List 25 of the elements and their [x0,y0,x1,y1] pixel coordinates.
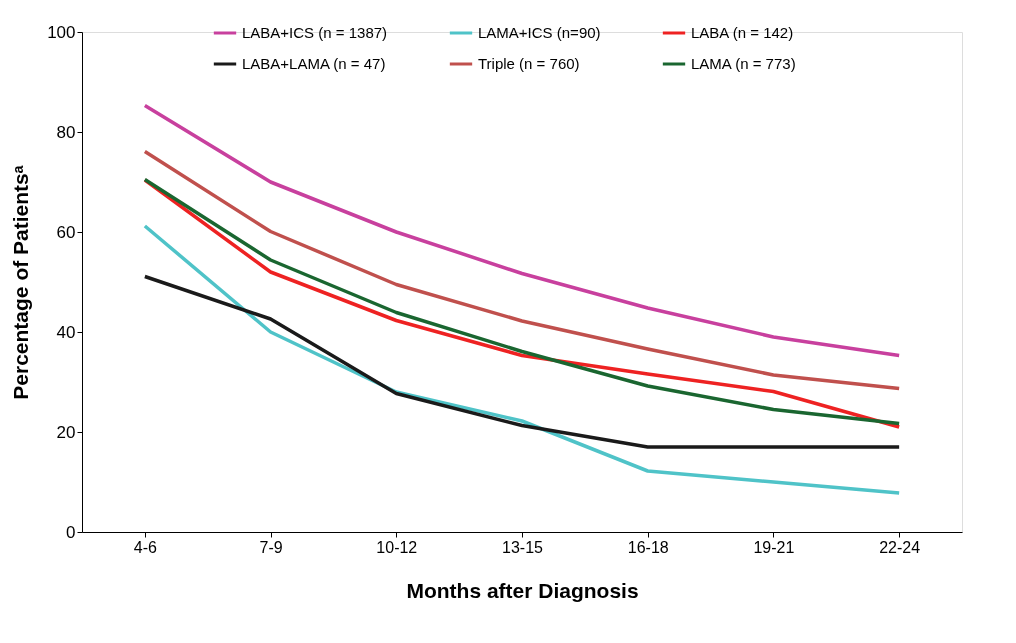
y-tick-label: 0 [66,522,76,542]
x-tick-label: 13-15 [502,538,544,556]
legend-label: Triple (n = 760) [478,55,580,72]
y-tick-label: 60 [56,222,76,242]
line-series [143,103,901,358]
line-series [143,274,901,449]
x-tick-label: 16-18 [627,538,669,556]
x-tick-label: 19-21 [753,538,795,556]
x-tick-label: 4-6 [133,538,158,556]
legend-label: LAMA+ICS (n=90) [478,24,601,41]
x-tick-label: 22-24 [879,538,921,556]
x-tick-label: 7-9 [259,538,283,556]
y-tick-label: 80 [56,122,76,142]
legend-label: LABA+ICS (n = 1387) [242,24,388,41]
line-series [143,149,901,391]
line-series [143,224,901,495]
x-axis-title: Months after Diagnosis [406,578,639,602]
x-tick-label: 10-12 [376,538,418,556]
y-tick-label: 40 [56,322,76,342]
y-axis-title: Percentage of Patientsᵃ [9,165,33,400]
y-tick-label: 100 [47,22,76,42]
y-tick-label: 20 [56,422,76,442]
legend-label: LABA (n = 142) [691,24,794,41]
legend-label: LAMA (n = 773) [691,55,796,72]
legend-label: LABA+LAMA (n = 47) [242,55,386,72]
